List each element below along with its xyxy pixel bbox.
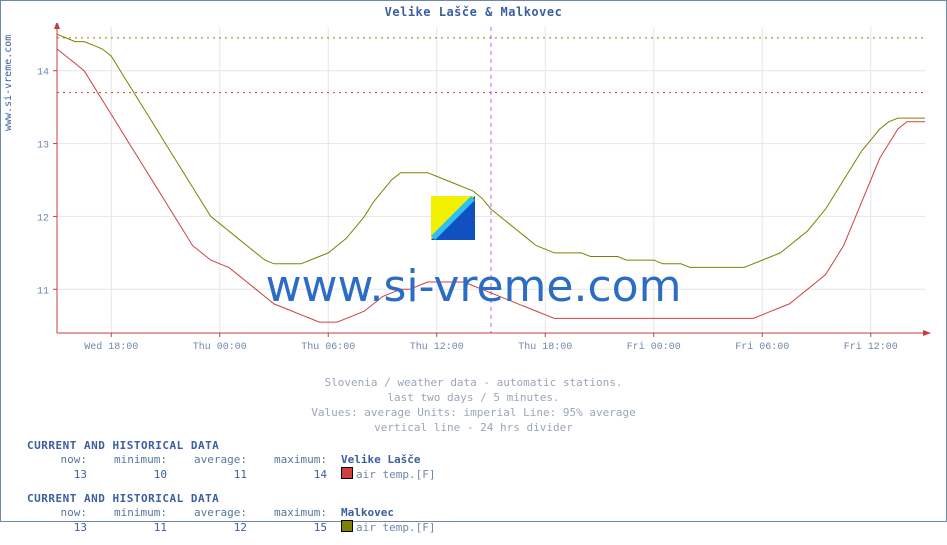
content: Velike Lašče & Malkovec www.si-vreme.com… xyxy=(1,1,946,521)
legend-values: 13111215air temp.[F] xyxy=(27,520,435,535)
legend-columns: now:minimum:average:maximum:Malkovec xyxy=(27,506,435,520)
legend-block: CURRENT AND HISTORICAL DATAnow:minimum:a… xyxy=(27,439,435,482)
svg-text:Thu 00:00: Thu 00:00 xyxy=(193,341,247,353)
subtitle-line: Values: average Units: imperial Line: 95… xyxy=(1,405,946,420)
legend-header: CURRENT AND HISTORICAL DATA xyxy=(27,439,435,453)
legend-header: CURRENT AND HISTORICAL DATA xyxy=(27,492,435,506)
svg-text:Thu 06:00: Thu 06:00 xyxy=(301,341,355,353)
svg-text:Thu 18:00: Thu 18:00 xyxy=(518,341,572,353)
svg-text:14: 14 xyxy=(37,68,49,79)
subtitle-line: Slovenia / weather data - automatic stat… xyxy=(1,375,946,390)
svg-text:12: 12 xyxy=(37,213,49,224)
y-axis-label: www.si-vreme.com xyxy=(3,35,14,131)
svg-text:Fri 06:00: Fri 06:00 xyxy=(735,341,789,353)
svg-text:Fri 12:00: Fri 12:00 xyxy=(844,341,898,353)
legend-columns: now:minimum:average:maximum:Velike Lašče xyxy=(27,453,435,467)
svg-text:Fri 00:00: Fri 00:00 xyxy=(627,341,681,353)
legend-area: CURRENT AND HISTORICAL DATAnow:minimum:a… xyxy=(27,439,435,545)
svg-text:13: 13 xyxy=(37,141,49,152)
legend-values: 13101114air temp.[F] xyxy=(27,467,435,482)
subtitle-line: vertical line - 24 hrs divider xyxy=(1,420,946,435)
svg-text:Wed 18:00: Wed 18:00 xyxy=(84,341,138,353)
chart-title: Velike Lašče & Malkovec xyxy=(1,5,946,19)
chart-svg: 11 12 13 14 Wed 18:00 Thu 00:00 Thu 06:00 Thu 1… xyxy=(19,23,931,363)
legend-block: CURRENT AND HISTORICAL DATAnow:minimum:a… xyxy=(27,492,435,535)
chart-frame: Velike Lašče & Malkovec www.si-vreme.com… xyxy=(0,0,947,522)
chart-area: 11 12 13 14 Wed 18:00 Thu 00:00 Thu 06:00 Thu 1… xyxy=(19,23,931,363)
svg-text:11: 11 xyxy=(37,286,49,297)
subtitle-line: last two days / 5 minutes. xyxy=(1,390,946,405)
svg-text:Thu 12:00: Thu 12:00 xyxy=(410,341,464,353)
subtitle-block: Slovenia / weather data - automatic stat… xyxy=(1,375,946,435)
